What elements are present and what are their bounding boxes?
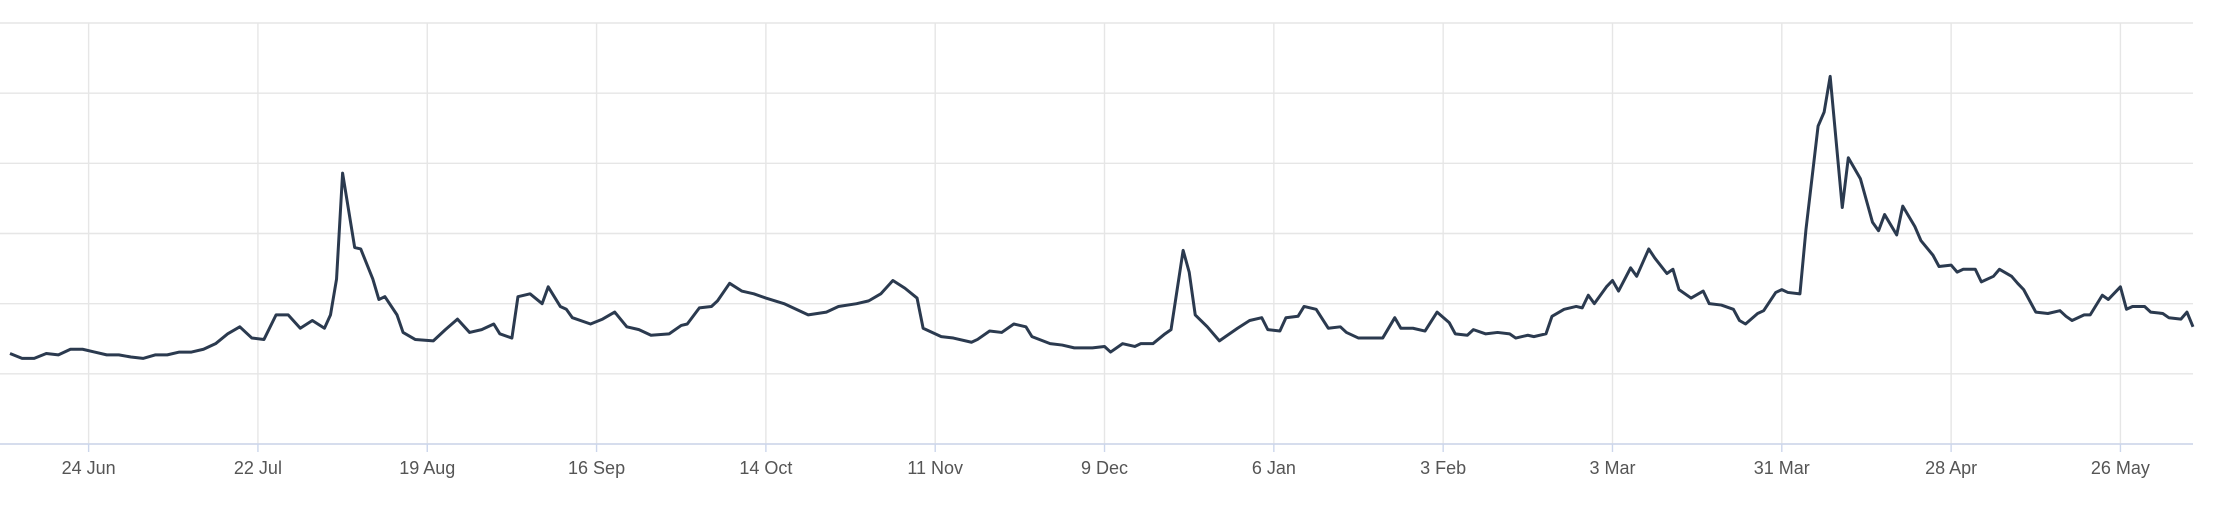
x-tick-label: 16 Sep — [568, 458, 625, 478]
x-tick-label: 22 Jul — [234, 458, 282, 478]
x-tick-label: 19 Aug — [399, 458, 455, 478]
x-tick-label: 3 Mar — [1589, 458, 1635, 478]
line — [9, 74, 2195, 360]
x-tick-label: 31 Mar — [1754, 458, 1810, 478]
x-tick-label: 6 Jan — [1252, 458, 1296, 478]
x-tick-label: 11 Nov — [907, 458, 963, 478]
x-tick-label: 24 Jun — [62, 458, 116, 478]
x-tick-label: 14 Oct — [739, 458, 792, 478]
x-tick-label: 3 Feb — [1420, 458, 1466, 478]
x-tick-label: 26 May — [2091, 458, 2150, 478]
x-tick-label: 28 Apr — [1925, 458, 1977, 478]
x-tick-label: 9 Dec — [1081, 458, 1128, 478]
